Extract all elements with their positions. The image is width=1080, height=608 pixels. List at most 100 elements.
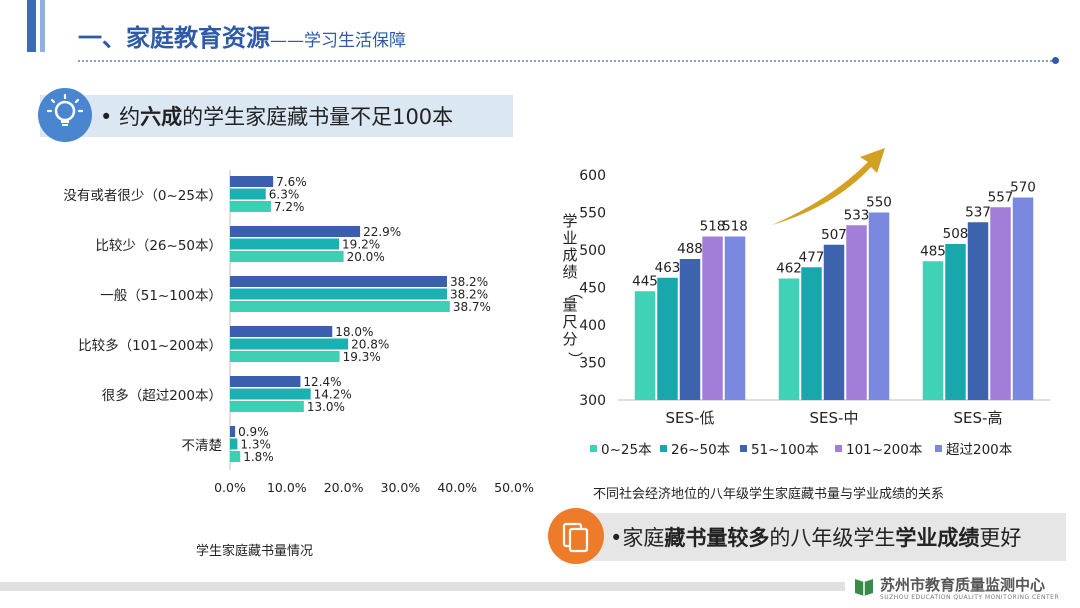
bar (230, 351, 340, 362)
data-label: 507 (821, 227, 847, 243)
legend-label: 26~50本 (671, 442, 731, 458)
y-axis-label-char: 绩 (562, 263, 577, 281)
category-label: 很多（超过200本） (102, 387, 222, 404)
category-label: 不清楚 (182, 438, 223, 454)
bar (230, 301, 450, 312)
title-divider (78, 60, 1056, 62)
bar (679, 259, 701, 400)
trend-arrow (772, 148, 885, 225)
data-label: 518 (700, 219, 726, 235)
data-label: 14.2% (314, 388, 352, 402)
y-tick-label: 500 (579, 243, 606, 259)
footer-bar (0, 582, 845, 591)
title-accent-bar (27, 0, 36, 52)
x-tick-label: 0.0% (214, 480, 246, 495)
data-label: 19.3% (343, 350, 381, 364)
bar (922, 261, 944, 400)
bar (230, 238, 340, 250)
category-label: SES-中 (810, 409, 859, 427)
data-label: 13.0% (307, 400, 345, 414)
bar (230, 288, 447, 300)
data-label: 22.9% (363, 225, 401, 239)
book-count-chart: 7.6%6.3%7.2%22.9%19.2%20.0%38.2%38.2%38.… (63, 170, 534, 495)
legend-label: 超过200本 (946, 442, 1013, 458)
bar (945, 244, 966, 400)
data-label: 537 (965, 204, 991, 220)
legend-swatch (935, 445, 942, 452)
finding-2-p3: 更好 (979, 526, 1022, 550)
category-label: SES-低 (666, 409, 715, 427)
divider-end-dot (1052, 57, 1059, 64)
y-axis-label-char: ） (566, 351, 584, 366)
page-title: 一、家庭教育资源——学习生活保障 (78, 18, 406, 53)
data-label: 6.3% (269, 188, 300, 202)
title-accent-bar-light (40, 0, 45, 52)
data-label: 20.0% (347, 250, 385, 264)
data-label: 38.2% (450, 288, 488, 302)
y-axis-label-char: 尺 (562, 313, 577, 331)
finding-2-b2: 学业成绩 (895, 526, 980, 550)
y-tick-label: 400 (579, 318, 606, 334)
data-label: 570 (1010, 180, 1036, 196)
x-tick-label: 30.0% (381, 480, 421, 495)
bar (230, 376, 301, 387)
legend-label: 0~25本 (601, 442, 652, 458)
bar (230, 226, 361, 237)
data-label: 1.8% (243, 450, 274, 464)
data-label: 477 (799, 249, 825, 265)
bar (230, 451, 241, 462)
data-label: 488 (677, 241, 703, 257)
y-axis-label-char: （ (566, 284, 584, 299)
lightbulb-icon (38, 88, 92, 142)
data-label: 7.2% (274, 200, 305, 214)
chart2-caption: 不同社会经济地位的八年级学生家庭藏书量与学业成绩的关系 (593, 487, 945, 502)
data-label: 38.7% (453, 300, 491, 314)
x-tick-label: 20.0% (324, 480, 364, 495)
finding-1-post: 的学生家庭藏书量不足100本 (182, 105, 454, 129)
page-title-main: 一、家庭教育资源 (78, 24, 270, 52)
y-tick-label: 600 (579, 168, 606, 184)
legend-swatch (835, 445, 842, 452)
data-label: 12.4% (303, 375, 341, 389)
bar (230, 438, 238, 450)
bar (778, 278, 800, 400)
ses-score-chart: 4454634885185184624775075335504855085375… (562, 148, 1050, 458)
bar (230, 326, 333, 337)
bar (1012, 197, 1034, 400)
category-label: 没有或者很少（0~25本） (63, 188, 222, 204)
data-label: 550 (866, 195, 892, 211)
data-label: 508 (943, 226, 969, 242)
bar (230, 201, 271, 212)
bar (230, 176, 274, 187)
data-label: 533 (844, 207, 870, 223)
finding-2-b1: 藏书量较多 (664, 526, 770, 550)
legend-swatch (740, 445, 747, 452)
category-label: 一般（51~100本） (100, 288, 222, 304)
legend-label: 101~200本 (846, 442, 923, 458)
bar (823, 244, 845, 400)
legend-swatch (590, 445, 597, 452)
bar (230, 251, 344, 262)
data-label: 38.2% (450, 275, 488, 289)
data-label: 0.9% (238, 425, 269, 439)
finding-band-1 (40, 95, 513, 137)
bar (702, 236, 723, 400)
finding-band-2 (560, 513, 1066, 561)
finding-2-p2: 的八年级学生 (769, 526, 896, 550)
data-label: 20.8% (351, 338, 389, 352)
data-label: 557 (988, 189, 1014, 205)
bar (724, 236, 746, 400)
y-tick-label: 300 (579, 393, 606, 409)
bar (230, 426, 236, 437)
finding-text-2: •家庭藏书量较多的八年级学生学业成绩更好 (610, 522, 1021, 552)
org-logo-text-en: SUZHOU EDUCATION QUALITY MONITORING CENT… (880, 594, 1060, 601)
org-logo-text: 苏州市教育质量监测中心 (880, 576, 1046, 594)
y-axis-label-char: 分 (562, 330, 577, 348)
bar (230, 388, 311, 400)
data-label: 445 (632, 273, 658, 289)
y-axis-label-char: 业 (562, 229, 577, 247)
bar (634, 291, 656, 400)
data-label: 463 (655, 260, 681, 276)
finding-2-p1: •家庭 (610, 526, 665, 550)
y-tick-label: 450 (579, 281, 606, 297)
